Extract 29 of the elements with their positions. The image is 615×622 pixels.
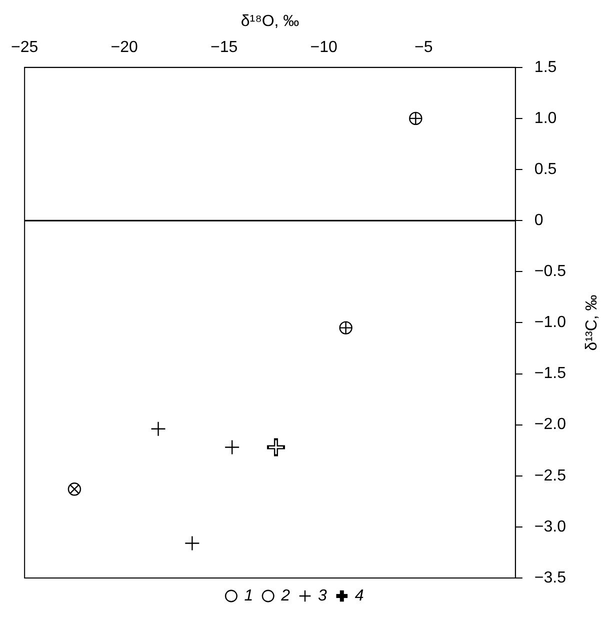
y-tick-label: 0 <box>534 212 544 229</box>
point <box>224 440 240 455</box>
x-tick-label: −20 <box>110 39 138 56</box>
x-tick-label: −25 <box>11 39 38 56</box>
y-tick-label: −2.5 <box>534 467 566 484</box>
y-tick-label: 1.5 <box>534 58 557 76</box>
y-tick-label: 0.5 <box>534 160 557 178</box>
legend-label: 2 <box>280 587 290 604</box>
x-tick-label: −15 <box>210 39 238 56</box>
y-tick-label: −0.5 <box>534 263 566 280</box>
point <box>68 482 82 496</box>
y-tick-label: −3.5 <box>534 569 566 586</box>
y-tick-label: 1.0 <box>534 110 557 127</box>
y-tick-label: −1.5 <box>534 365 566 382</box>
y-tick-label: −2.0 <box>534 416 566 434</box>
y-tick-label: −3.0 <box>534 518 566 536</box>
point <box>409 112 422 126</box>
x-tick-label: −5 <box>414 39 433 56</box>
legend-label: 4 <box>354 587 364 604</box>
point <box>339 321 352 334</box>
legend-label: 3 <box>318 587 327 604</box>
point <box>184 536 200 551</box>
y-tick-label: −1.0 <box>534 314 566 332</box>
legend-label: 1 <box>244 587 254 604</box>
point <box>264 436 287 458</box>
y-axis-title: δ¹³C, ‰ <box>583 294 600 351</box>
x-axis-title: δ¹⁸O, ‰ <box>240 13 300 30</box>
point <box>150 421 166 437</box>
x-tick-label: −10 <box>310 39 338 56</box>
